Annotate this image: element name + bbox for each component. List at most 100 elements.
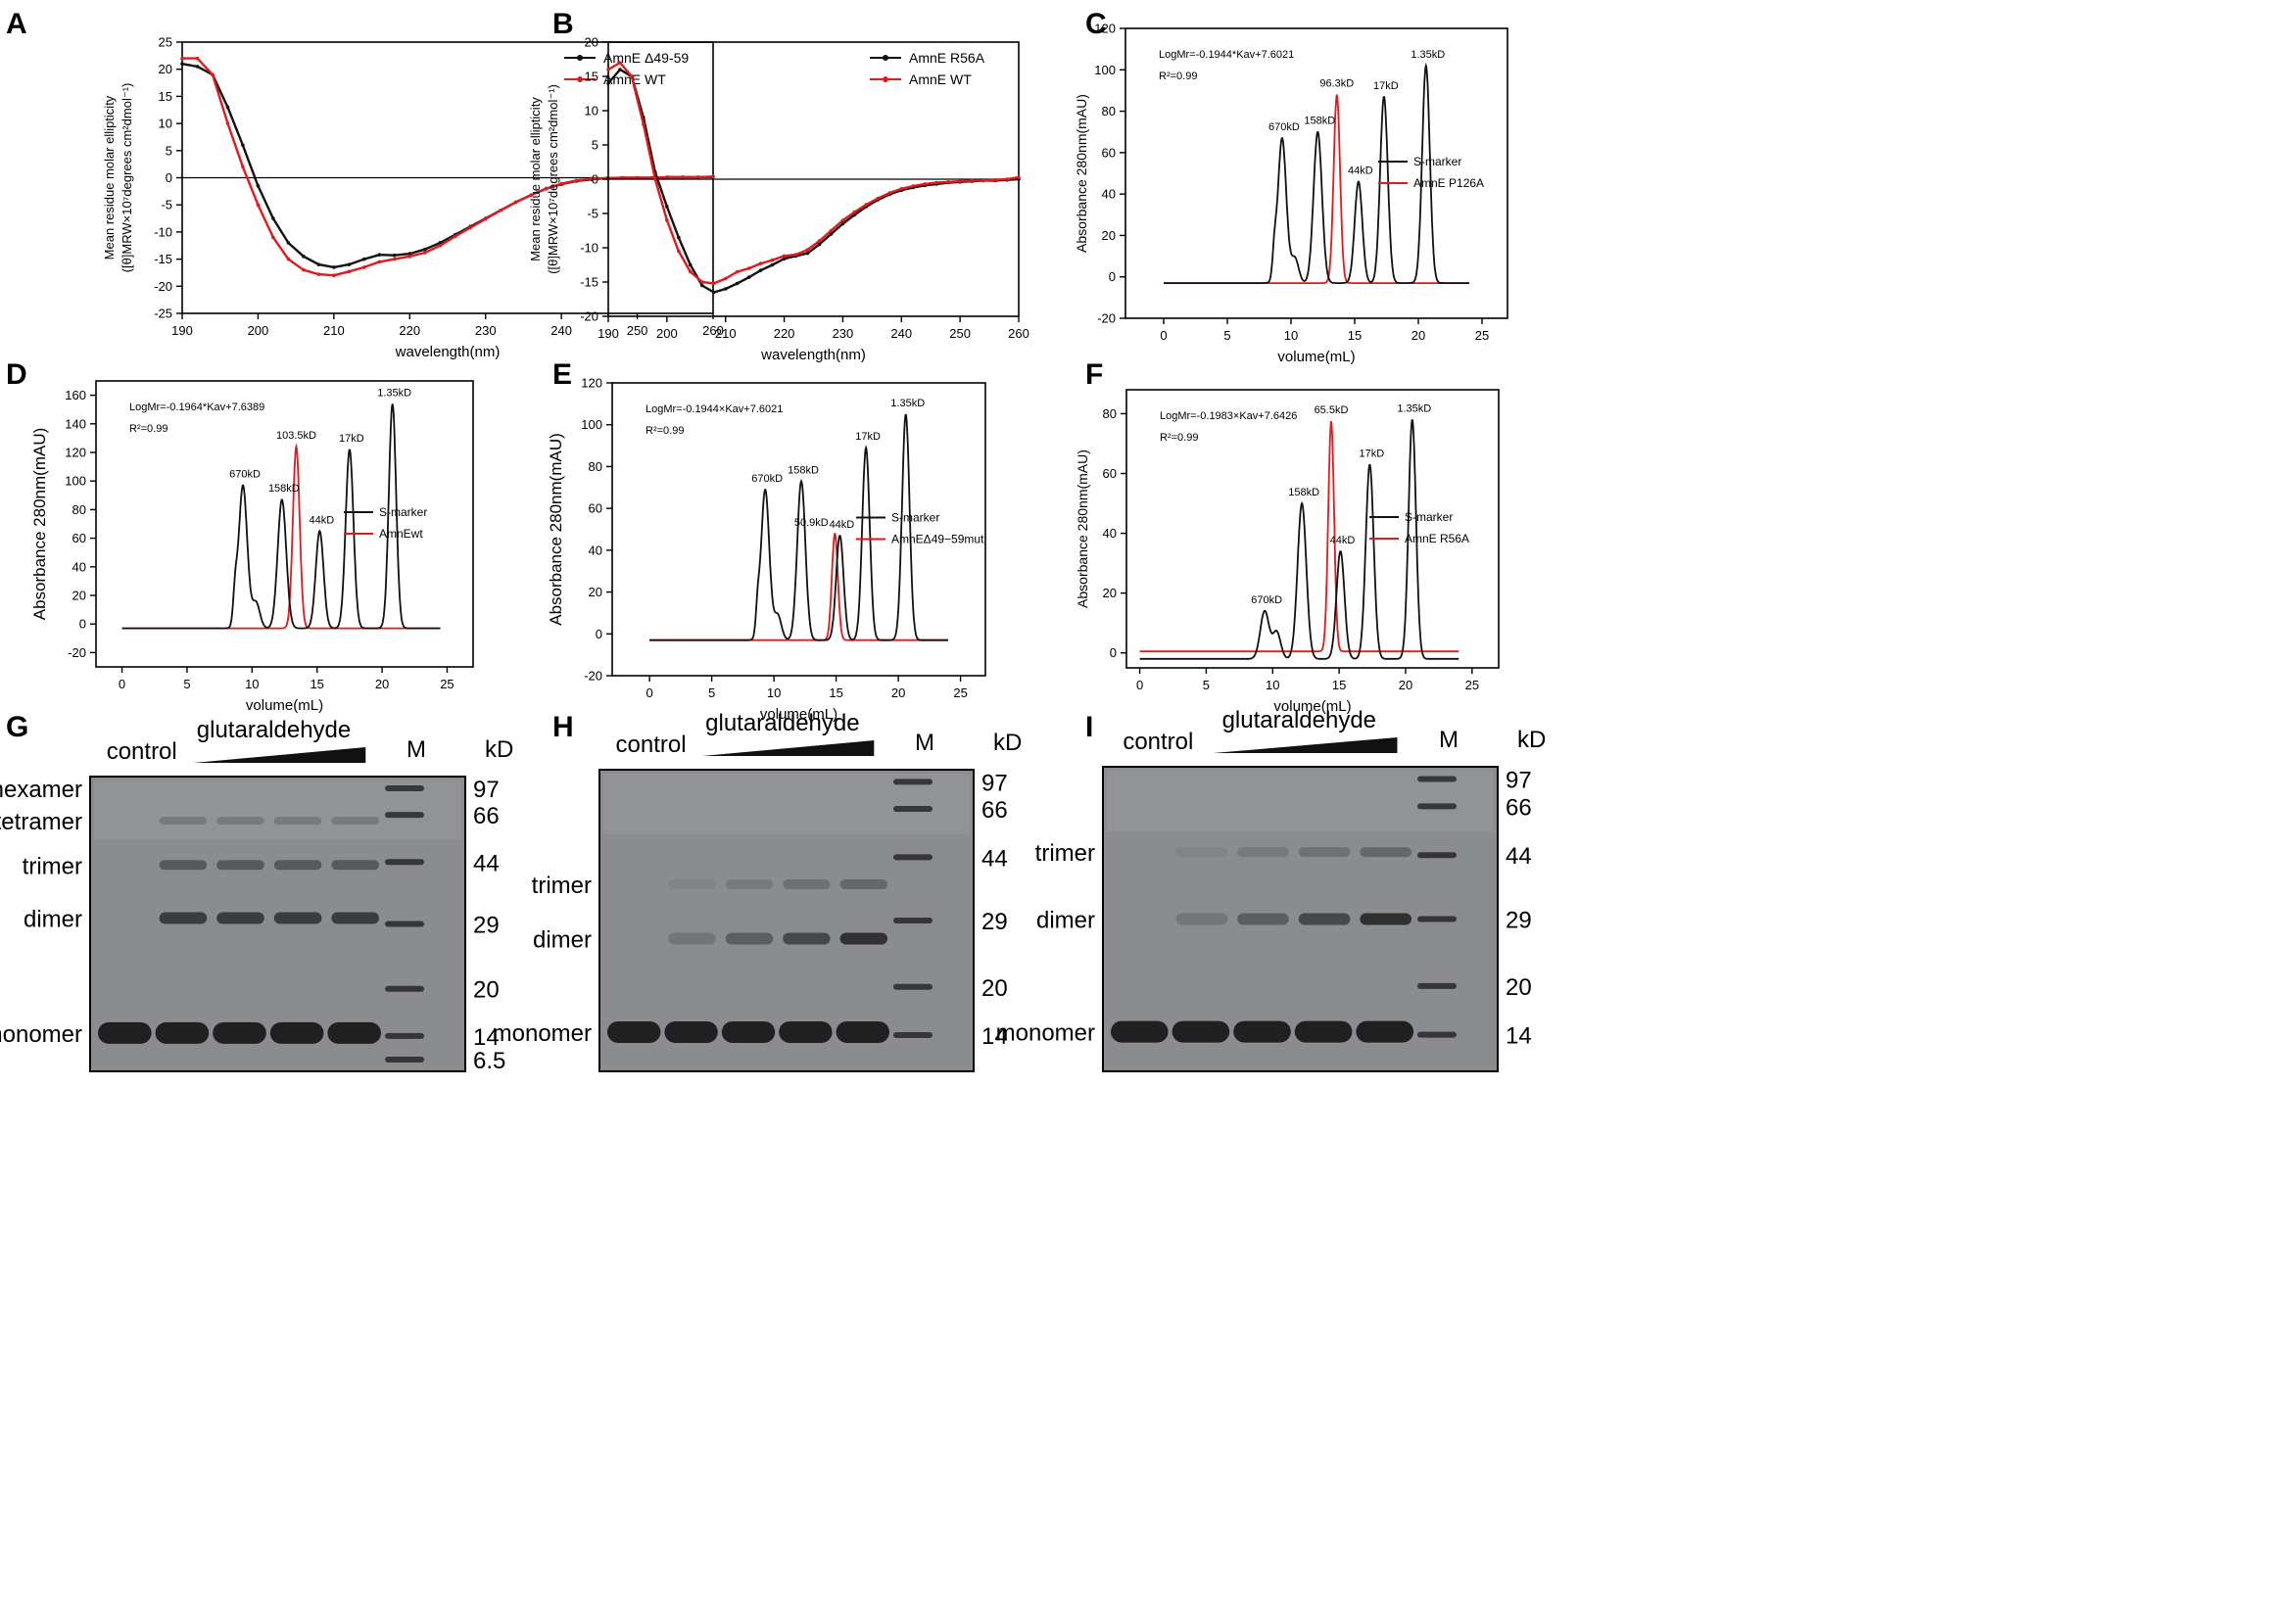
y-tick-label: -10 bbox=[154, 224, 172, 239]
trimer-band bbox=[1298, 847, 1351, 858]
monomer-band bbox=[1233, 1020, 1291, 1043]
data-point bbox=[840, 221, 845, 226]
x-tick-label: 15 bbox=[310, 677, 323, 691]
dimer-band bbox=[1298, 913, 1351, 925]
panel-letter-A: A bbox=[6, 8, 27, 40]
data-point bbox=[362, 257, 366, 261]
marker-band bbox=[893, 918, 933, 923]
y-tick-label: 120 bbox=[581, 376, 602, 391]
x-tick-label: 5 bbox=[1223, 328, 1230, 343]
peak-label: 44kD bbox=[310, 514, 335, 526]
marker-band bbox=[1417, 852, 1457, 859]
dimer-band bbox=[331, 912, 379, 924]
data-point bbox=[665, 205, 669, 209]
marker-band bbox=[385, 785, 424, 792]
monomer-band bbox=[1172, 1020, 1230, 1043]
monomer-band bbox=[98, 1021, 152, 1044]
data-point bbox=[256, 203, 261, 207]
x-tick-label: 200 bbox=[656, 326, 678, 341]
monomer-band bbox=[836, 1020, 889, 1043]
y-tick-label: 60 bbox=[72, 531, 86, 545]
trimer-band bbox=[1175, 847, 1228, 858]
x-tick-label: 210 bbox=[323, 323, 345, 338]
peak-label-red: 103.5kD bbox=[276, 430, 316, 442]
y-tick-label: 40 bbox=[1102, 187, 1116, 202]
data-point bbox=[793, 253, 798, 257]
y-tick-label: 80 bbox=[1102, 104, 1116, 118]
data-point bbox=[606, 81, 610, 85]
data-point bbox=[347, 262, 352, 266]
data-point bbox=[286, 241, 291, 245]
x-axis-label: volume(mL) bbox=[1273, 698, 1351, 715]
y-tick-label: 60 bbox=[589, 501, 602, 516]
data-point bbox=[225, 105, 230, 110]
panel-letter-D: D bbox=[6, 358, 27, 391]
x-tick-label: 10 bbox=[1284, 328, 1298, 343]
data-point bbox=[805, 251, 810, 256]
fit-r-squared: R²=0.99 bbox=[1160, 432, 1198, 444]
marker-band bbox=[385, 921, 424, 927]
y-tick-label: 20 bbox=[159, 62, 172, 76]
marker-size-label: 14 bbox=[473, 1024, 500, 1051]
chart-D: 0 5 10 15 20 25 -20 0 20 40 60 80 100 120 140 160 volume… bbox=[30, 380, 474, 714]
fit-equation: LogMr=-0.1944*Kav+7.6021 bbox=[1159, 49, 1294, 61]
data-point bbox=[499, 208, 502, 213]
data-point bbox=[711, 174, 715, 179]
data-point bbox=[606, 68, 610, 71]
tetramer-band bbox=[273, 817, 322, 826]
marker-size-label: 14 bbox=[1506, 1023, 1532, 1050]
band-label-monomer: monomer bbox=[493, 1020, 592, 1047]
peak-label-red: 96.3kD bbox=[1319, 78, 1354, 90]
chart-A: 190 200 210 220 230 240 250 260-25-20-15-10-505… bbox=[102, 35, 724, 361]
marker-size-label: 29 bbox=[1506, 908, 1532, 934]
y-tick-label: -15 bbox=[580, 275, 598, 290]
x-axis-label: wavelength(nm) bbox=[395, 344, 501, 360]
legend-label: AmnE Δ49-59 bbox=[603, 50, 689, 66]
x-tick-label: 230 bbox=[475, 323, 497, 338]
x-tick-label: 10 bbox=[767, 685, 781, 700]
panel-letter-F: F bbox=[1085, 358, 1103, 391]
data-point bbox=[453, 234, 457, 239]
data-point bbox=[483, 216, 488, 221]
y-tick-label: 10 bbox=[585, 104, 598, 118]
data-point bbox=[695, 175, 700, 179]
x-tick-label: 5 bbox=[183, 677, 190, 691]
dimer-band bbox=[1175, 913, 1228, 925]
x-tick-label: 15 bbox=[1348, 328, 1362, 343]
data-point bbox=[677, 249, 681, 254]
series-line-black bbox=[649, 413, 948, 641]
y-tick-label: 20 bbox=[1103, 586, 1117, 600]
trimer-band bbox=[668, 879, 716, 890]
y-axis-label: Absorbance 280nm(mAU) bbox=[547, 433, 565, 626]
peak-label: 1.35kD bbox=[890, 398, 925, 409]
data-point bbox=[665, 218, 669, 222]
y-tick-label: 60 bbox=[1103, 466, 1117, 481]
plot-frame bbox=[1125, 389, 1500, 669]
dimer-band bbox=[783, 932, 831, 945]
data-point bbox=[574, 178, 579, 183]
y-axis-label: Absorbance 280nm(mAU) bbox=[30, 428, 49, 621]
data-point bbox=[958, 179, 962, 183]
x-tick-label: 10 bbox=[1266, 678, 1279, 692]
x-tick-label: 0 bbox=[1136, 678, 1143, 692]
y-tick-label: 80 bbox=[1103, 406, 1117, 421]
marker-lane-label: M bbox=[407, 736, 426, 763]
peak-label-red: 50.9kD bbox=[794, 517, 829, 529]
panel-letter-C: C bbox=[1085, 8, 1107, 40]
panel-letter-H: H bbox=[552, 711, 574, 743]
data-point bbox=[271, 216, 275, 220]
data-point bbox=[829, 232, 834, 236]
series-line-red bbox=[649, 533, 948, 641]
monomer-band bbox=[607, 1020, 661, 1043]
y-tick-label: 25 bbox=[159, 35, 172, 50]
chart-E: 0 5 10 15 20 25 -20 0 20 40 60 80 100 120 volume(mL) Ab… bbox=[547, 376, 986, 723]
x-tick-label: 220 bbox=[774, 326, 795, 341]
monomer-band bbox=[155, 1021, 210, 1044]
data-point bbox=[618, 61, 622, 65]
data-point bbox=[887, 191, 892, 195]
data-point bbox=[347, 269, 352, 274]
peak-label: 670kD bbox=[1251, 594, 1282, 606]
legend-marker bbox=[883, 55, 888, 61]
y-tick-label: 15 bbox=[585, 70, 598, 84]
y-tick-label: 160 bbox=[65, 388, 86, 402]
